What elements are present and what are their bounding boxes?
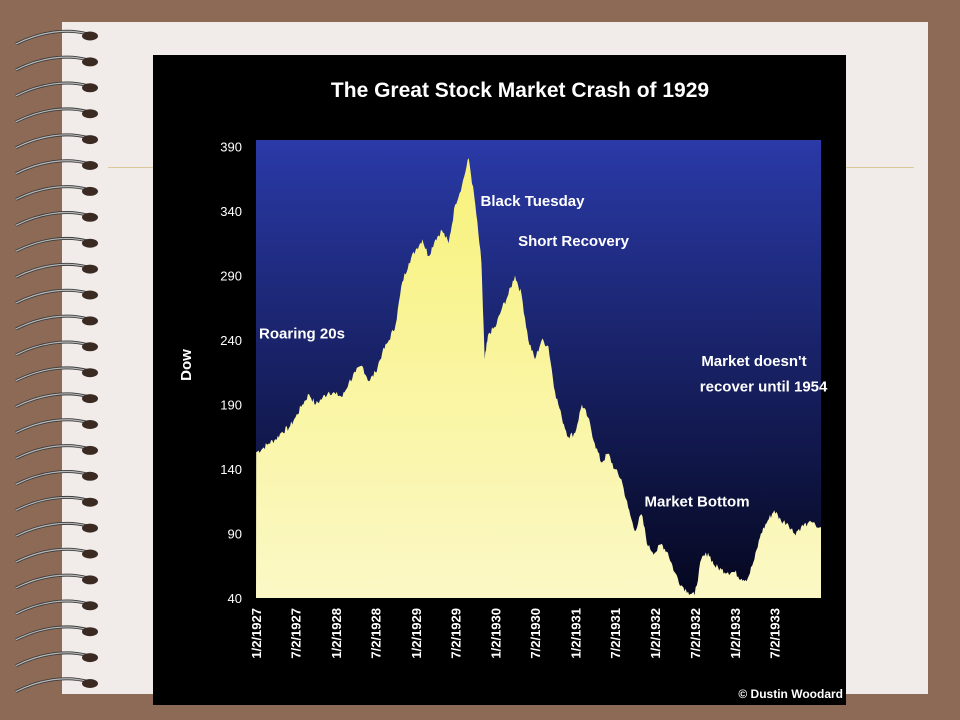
spiral-ring [15,81,98,98]
spiral-ring [15,29,98,46]
spiral-ring [15,651,98,667]
chart-annotation: Market Bottom [645,493,750,510]
spiral-ring [15,470,98,486]
y-axis-label: Dow [178,349,195,381]
chart-title: The Great Stock Market Crash of 1929 [331,79,709,102]
y-tick-label: 40 [228,591,242,606]
notebook-rule-line [108,167,153,168]
dow-chart: The Great Stock Market Crash of 1929 390… [178,79,843,701]
x-tick-label: 7/2/1927 [289,608,304,659]
spiral-ring [15,444,98,460]
spiral-ring [15,340,98,357]
x-tick-label: 7/2/1931 [608,608,623,659]
spiral-ring [15,521,98,538]
spiral-ring [15,107,98,124]
x-tick-label: 1/2/1927 [249,608,264,659]
x-tick-label: 1/2/1931 [568,608,583,659]
x-tick-label: 7/2/1933 [767,608,782,659]
x-tick-label: 7/2/1928 [369,608,384,659]
spiral-ring [15,392,98,408]
chart-annotation: recover until 1954 [700,379,828,396]
x-tick-label: 7/2/1932 [688,608,703,659]
spiral-ring [15,599,98,616]
y-tick-label: 390 [220,139,242,154]
spiral-ring [15,133,98,149]
spiral-ring [15,573,98,590]
x-tick-label: 1/2/1929 [409,608,424,659]
spiral-ring [15,314,98,331]
y-tick-label: 90 [228,526,242,541]
spiral-binding [15,29,98,693]
chart-panel: The Great Stock Market Crash of 1929 390… [153,55,846,705]
chart-annotation: Short Recovery [518,233,630,250]
spiral-ring [15,55,98,72]
spiral-ring [15,547,98,564]
y-tick-label: 290 [220,268,242,283]
spiral-ring [15,159,98,175]
spiral-ring [15,236,98,253]
copyright-credit: © Dustin Woodard [738,687,843,701]
x-tick-label: 1/2/1930 [489,608,504,659]
spiral-ring [15,185,98,201]
spiral-ring [15,495,98,512]
spiral-ring [15,288,98,305]
x-tick-label: 7/2/1930 [528,608,543,659]
notebook-rule-line [846,167,914,168]
chart-annotation: Market doesn't [701,353,806,370]
chart-annotation: Roaring 20s [259,326,345,343]
y-tick-label: 340 [220,204,242,219]
x-tick-label: 1/2/1933 [728,608,743,659]
chart-annotation: Black Tuesday [481,193,586,210]
y-tick-label: 240 [220,333,242,348]
x-tick-label: 1/2/1928 [329,608,344,659]
spiral-ring [15,625,98,642]
x-tick-label: 1/2/1932 [648,608,663,659]
y-tick-label: 190 [220,397,242,412]
spiral-ring [15,677,98,693]
spiral-ring [15,418,98,434]
spiral-ring [15,262,98,279]
spiral-ring [15,366,98,383]
dow-area-series [256,158,821,598]
x-tick-label: 7/2/1929 [448,608,463,659]
y-tick-label: 140 [220,462,242,477]
spiral-ring [15,211,98,227]
